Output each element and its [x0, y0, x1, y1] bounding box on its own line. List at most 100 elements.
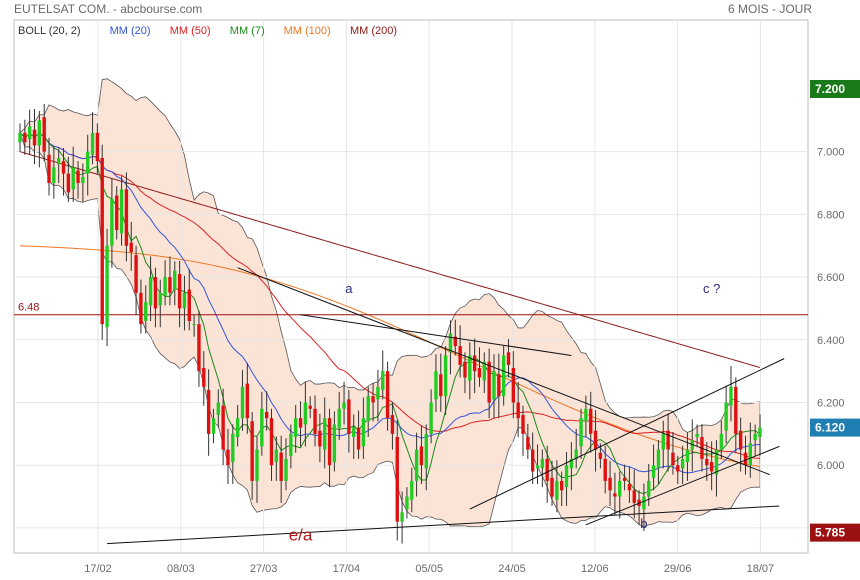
- candle-body: [250, 421, 254, 481]
- candle-body: [758, 427, 762, 437]
- candle-body: [613, 493, 617, 497]
- candle-body: [139, 292, 143, 325]
- candle-body: [685, 449, 690, 463]
- candle-body: [530, 449, 535, 472]
- candle-body: [148, 277, 153, 306]
- candle-body: [110, 198, 114, 246]
- wave-label: a: [345, 281, 353, 296]
- candle-body: [303, 402, 308, 425]
- legend-item: MM (20): [110, 25, 151, 37]
- ma-20-line: [19, 132, 761, 474]
- candle-body: [47, 154, 51, 184]
- candle-body: [269, 418, 274, 466]
- candle-body: [57, 157, 61, 165]
- y-tick-label: 6.800: [817, 209, 845, 221]
- candle-body: [661, 433, 665, 450]
- candle-body: [743, 452, 748, 466]
- candle-body: [584, 408, 588, 422]
- x-tick-label: 12/06: [581, 563, 609, 575]
- x-tick-label: 27/03: [250, 563, 278, 575]
- candle-body: [395, 436, 399, 522]
- candle-body: [231, 433, 235, 463]
- trendline: [107, 505, 780, 545]
- candle-body: [202, 368, 206, 387]
- candle-body: [545, 458, 549, 481]
- candle-body: [264, 411, 269, 419]
- candle-body: [105, 245, 109, 328]
- candle-body: [714, 449, 719, 475]
- candle-body: [76, 170, 80, 184]
- candle-body: [61, 161, 66, 174]
- candle-body: [535, 465, 540, 469]
- candle-body: [173, 270, 177, 290]
- candle-body: [327, 418, 332, 466]
- wave-label: c ?: [703, 281, 720, 296]
- candle-body: [124, 189, 129, 246]
- legend-item: BOLL (20, 2): [18, 25, 81, 37]
- candle-body: [516, 402, 520, 419]
- candle-body: [574, 449, 578, 459]
- trendline: [585, 445, 780, 526]
- candle-body: [32, 129, 37, 146]
- candle-body: [705, 458, 709, 466]
- candle-body: [221, 405, 225, 450]
- candle-body: [332, 424, 337, 463]
- candle-body: [42, 117, 46, 152]
- candle-body: [443, 355, 448, 397]
- trendline: [237, 267, 770, 476]
- candle-body: [656, 449, 661, 469]
- candle-body: [90, 132, 95, 155]
- candle-body: [115, 195, 119, 231]
- candle-body: [501, 355, 506, 397]
- price-tag: [810, 523, 860, 542]
- candle-body: [289, 433, 293, 456]
- candle-body: [424, 433, 428, 469]
- candle-body: [187, 289, 191, 321]
- candle-body: [81, 176, 85, 184]
- candle-body: [260, 408, 264, 447]
- legend-item: MM (7): [230, 25, 265, 37]
- candle-body: [414, 449, 419, 481]
- candle-body: [463, 361, 467, 378]
- candle-body: [724, 402, 728, 431]
- candle-body: [86, 151, 90, 174]
- wave-label: b: [640, 516, 647, 531]
- candle-body: [521, 415, 525, 434]
- price-tag-label: 5.785: [815, 526, 845, 540]
- y-tick-label: 6.600: [817, 272, 845, 284]
- candle-body: [293, 418, 298, 437]
- reference-line-label: 6.48: [18, 302, 39, 314]
- candle-body: [390, 415, 395, 434]
- candle-body: [526, 436, 530, 450]
- price-tag: [810, 79, 860, 98]
- candle-body: [598, 452, 603, 459]
- candle-body: [66, 173, 71, 193]
- x-tick-label: 05/05: [415, 563, 443, 575]
- candle-body: [100, 157, 104, 325]
- candle-body: [540, 458, 545, 469]
- candle-body: [52, 167, 56, 184]
- x-tick-label: 24/05: [498, 563, 526, 575]
- candle-body: [274, 449, 279, 463]
- candle-body: [144, 302, 148, 321]
- candle-body: [337, 408, 341, 428]
- candle-body: [472, 355, 477, 372]
- candle-body: [729, 386, 733, 406]
- candle-body: [468, 355, 472, 381]
- candle-body: [622, 477, 627, 481]
- candle-body: [216, 402, 220, 416]
- candle-body: [211, 418, 216, 434]
- candle-body: [226, 449, 230, 466]
- ma-7-line: [19, 132, 761, 494]
- candle-body: [298, 418, 303, 428]
- x-tick-label: 17/04: [333, 563, 361, 575]
- ma-50-line: [19, 132, 761, 459]
- candle-body: [666, 430, 670, 450]
- candle-body: [23, 132, 27, 143]
- candle-body: [738, 430, 743, 450]
- chart-title: EUTELSAT COM. - abcbourse.com: [14, 2, 203, 16]
- candle-body: [405, 496, 409, 510]
- wave-label: e/a: [289, 525, 313, 544]
- candle-body: [719, 433, 723, 450]
- candle-body: [410, 480, 414, 500]
